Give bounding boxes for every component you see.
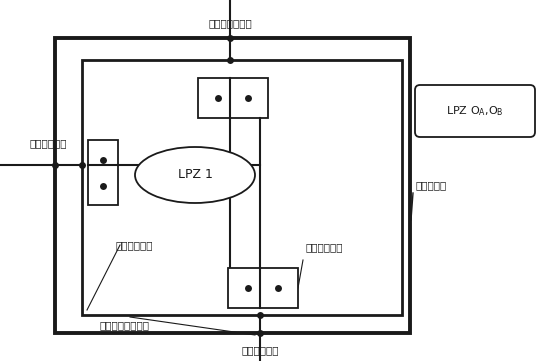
FancyBboxPatch shape: [415, 85, 535, 137]
Bar: [228, 268, 298, 308]
Text: 钉筋混凝土墙: 钉筋混凝土墙: [115, 240, 152, 250]
Bar: [82, 60, 402, 315]
Text: 环形接地体: 环形接地体: [415, 180, 446, 190]
Bar: [88, 140, 118, 205]
Text: LPZ 1: LPZ 1: [178, 169, 212, 182]
Text: LPZ $\mathrm{O_A}$,$\mathrm{O_B}$: LPZ $\mathrm{O_A}$,$\mathrm{O_B}$: [446, 104, 504, 118]
Bar: [55, 38, 410, 333]
Ellipse shape: [135, 147, 255, 203]
Text: 电力线或通信线: 电力线或通信线: [208, 18, 252, 28]
Text: 鑉筋的等电位连接: 鑉筋的等电位连接: [100, 320, 150, 330]
Text: 外来导电部件: 外来导电部件: [29, 138, 67, 148]
Text: 等电位连接带: 等电位连接带: [305, 242, 343, 252]
Bar: [198, 78, 268, 118]
Text: 外来导电部件: 外来导电部件: [241, 345, 279, 355]
